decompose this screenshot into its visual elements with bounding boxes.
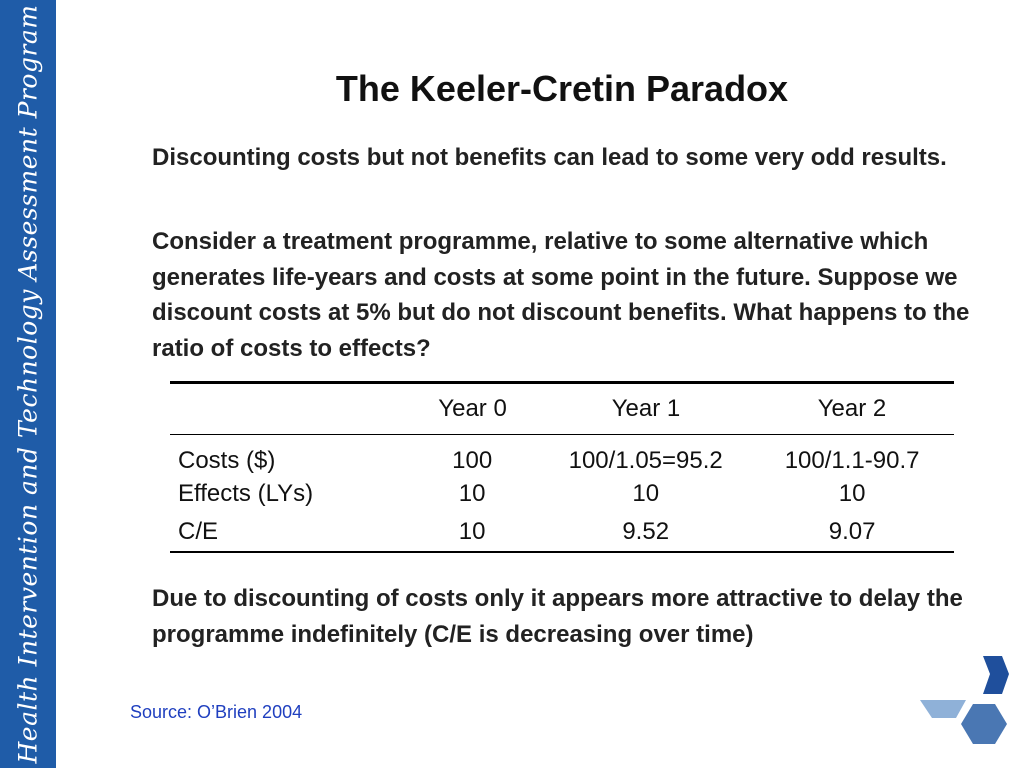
table-bottom-rule bbox=[170, 551, 954, 553]
logo-trapezoid-shape bbox=[920, 700, 966, 718]
results-table: Year 0 Year 1 Year 2 Costs ($) 100 100/1… bbox=[170, 381, 954, 553]
table-header-row: Year 0 Year 1 Year 2 bbox=[170, 384, 954, 434]
source-citation: Source: O’Brien 2004 bbox=[130, 702, 303, 722]
row-label: Costs ($) bbox=[178, 447, 276, 474]
header-cell-year1: Year 1 bbox=[611, 395, 681, 422]
slide-title: The Keeler-Cretin Paradox bbox=[335, 68, 789, 109]
paragraph-intro: Discounting costs but not benefits can l… bbox=[152, 144, 947, 171]
row-label: Effects (LYs) bbox=[178, 480, 314, 507]
table-cell: 10 bbox=[632, 480, 660, 507]
sidebar-program-name: Health Intervention and Technology Asses… bbox=[13, 4, 43, 764]
table-header-rule bbox=[170, 434, 954, 435]
table-cell: 100 bbox=[452, 447, 493, 474]
table-cell: 9.52 bbox=[622, 518, 670, 545]
table-cell: 100/1.05=95.2 bbox=[568, 447, 723, 474]
table-row: C/E 10 9.52 9.07 bbox=[170, 513, 954, 551]
sidebar-band: Health Intervention and Technology Asses… bbox=[0, 0, 56, 768]
table-cell: 10 bbox=[838, 480, 866, 507]
table-top-rule bbox=[170, 381, 954, 384]
paragraph-conclusion: Due to discounting of costs only it appe… bbox=[152, 585, 963, 648]
table-cell: 100/1.1-90.7 bbox=[784, 447, 920, 474]
table-row: Effects (LYs) 10 10 10 bbox=[170, 475, 954, 513]
table-cell: 10 bbox=[458, 480, 486, 507]
logo-chevron-shape bbox=[983, 656, 1009, 694]
row-label: C/E bbox=[178, 518, 219, 545]
header-cell-year0: Year 0 bbox=[438, 395, 507, 422]
paragraph-scenario: Consider a treatment programme, relative… bbox=[152, 228, 970, 362]
table-cell: 9.07 bbox=[828, 518, 876, 545]
table-row: Costs ($) 100 100/1.05=95.2 100/1.1-90.7 bbox=[170, 435, 954, 475]
table-cell: 10 bbox=[458, 518, 486, 545]
logo-icon bbox=[920, 656, 1009, 744]
header-cell-year2: Year 2 bbox=[817, 395, 887, 422]
header-cell-label bbox=[170, 384, 403, 434]
logo-hexagon-shape bbox=[961, 704, 1007, 744]
